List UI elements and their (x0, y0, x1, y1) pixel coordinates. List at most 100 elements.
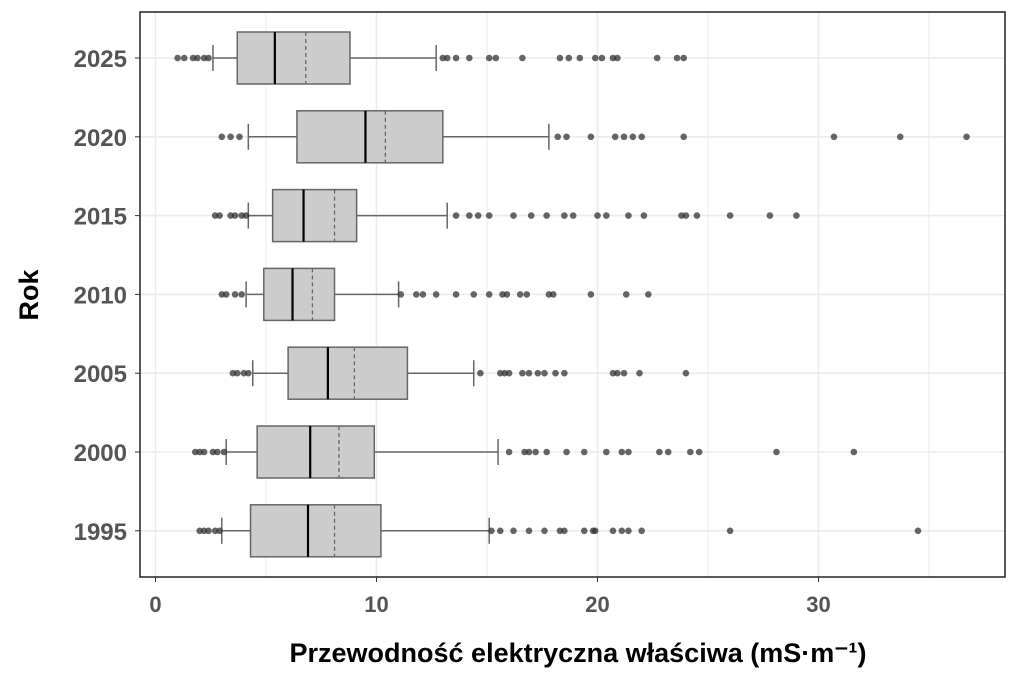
outlier-point (766, 212, 774, 219)
outlier-point (664, 448, 672, 456)
outlier-point (474, 212, 482, 219)
y-tick-label: 1995 (74, 519, 127, 546)
outlier-point (543, 448, 550, 456)
outlier-point (603, 448, 610, 456)
outlier-point (222, 291, 230, 298)
boxes (174, 31, 970, 558)
outlier-point (614, 54, 621, 62)
outlier-point (519, 54, 526, 62)
outlier-point (485, 291, 493, 298)
outlier-point (611, 133, 619, 141)
outlier-point (580, 527, 588, 535)
outlier-point (174, 54, 181, 62)
outlier-point (519, 369, 526, 377)
outlier-point (231, 291, 239, 298)
outlier-point (452, 54, 460, 62)
outlier-point (419, 291, 427, 298)
outlier-point (552, 369, 559, 377)
outlier-point (214, 448, 221, 456)
outlier-point (227, 133, 234, 141)
outlier-point (561, 369, 568, 377)
outlier-point (687, 448, 694, 456)
outlier-point (645, 291, 652, 298)
y-axis-label: Rok (14, 269, 44, 321)
outlier-point (625, 448, 632, 456)
outlier-point (793, 212, 800, 219)
box-2005 (229, 346, 690, 400)
box-2015 (211, 188, 800, 243)
outlier-point (470, 291, 478, 298)
outlier-point (452, 212, 460, 219)
outlier-point (682, 212, 690, 219)
outlier-point (850, 448, 858, 456)
outlier-point (496, 527, 504, 535)
outlier-point (397, 291, 405, 298)
outlier-point (914, 527, 922, 535)
outlier-point (550, 291, 557, 298)
outlier-point (477, 369, 484, 377)
outlier-point (636, 369, 643, 377)
outlier-point (565, 54, 573, 62)
outlier-point (527, 212, 535, 219)
box-2020 (218, 110, 970, 164)
outlier-point (569, 212, 577, 219)
outlier-point (505, 369, 513, 377)
outlier-point (726, 212, 734, 219)
outlier-point (695, 448, 703, 456)
outlier-point (245, 369, 252, 377)
outlier-point (525, 369, 533, 377)
outlier-point (541, 369, 548, 377)
outlier-point (638, 527, 645, 535)
outlier-point (525, 527, 533, 535)
iqr-box (287, 346, 409, 400)
outlier-point (563, 448, 570, 456)
outlier-point (510, 212, 517, 219)
outlier-point (543, 212, 550, 219)
y-tick-label: 2000 (74, 440, 127, 467)
x-tick-label: 0 (149, 592, 161, 617)
outlier-point (452, 291, 460, 298)
box-1995 (196, 504, 922, 558)
outlier-point (726, 527, 734, 535)
outlier-point (554, 133, 562, 141)
outlier-point (525, 448, 533, 456)
outlier-point (485, 54, 493, 62)
outlier-point (561, 527, 568, 535)
box-2010 (218, 267, 652, 322)
outlier-point (693, 212, 701, 219)
outlier-point (896, 133, 904, 141)
outlier-point (216, 212, 223, 219)
outlier-point (412, 291, 420, 298)
outlier-point (534, 369, 542, 377)
outlier-point (180, 54, 188, 62)
outlier-point (591, 527, 599, 535)
outlier-point (587, 291, 595, 298)
outlier-point (242, 212, 250, 219)
y-tick-label: 2015 (74, 204, 127, 231)
outlier-point (830, 133, 838, 141)
x-tick-label: 10 (364, 592, 388, 617)
y-tick-labels: 2025 2020 2015 2010 2005 2000 1995 (74, 46, 140, 546)
box-2025 (174, 31, 687, 85)
outlier-point (653, 54, 661, 62)
outlier-point (591, 54, 599, 62)
outlier-point (656, 448, 663, 456)
outlier-point (532, 448, 539, 456)
outlier-point (618, 448, 626, 456)
outlier-point (516, 291, 524, 298)
outlier-point (563, 133, 570, 141)
outlier-point (620, 369, 628, 377)
outlier-point (673, 54, 681, 62)
outlier-point (220, 448, 228, 456)
outlier-point (205, 54, 212, 62)
y-tick-label: 2020 (74, 125, 127, 152)
outlier-point (231, 212, 239, 219)
outlier-point (625, 527, 632, 535)
outlier-point (503, 291, 511, 298)
outlier-point (432, 291, 440, 298)
outlier-point (510, 527, 517, 535)
y-tick-label: 2010 (74, 282, 127, 309)
outlier-point (488, 527, 495, 535)
outlier-point (963, 133, 970, 141)
